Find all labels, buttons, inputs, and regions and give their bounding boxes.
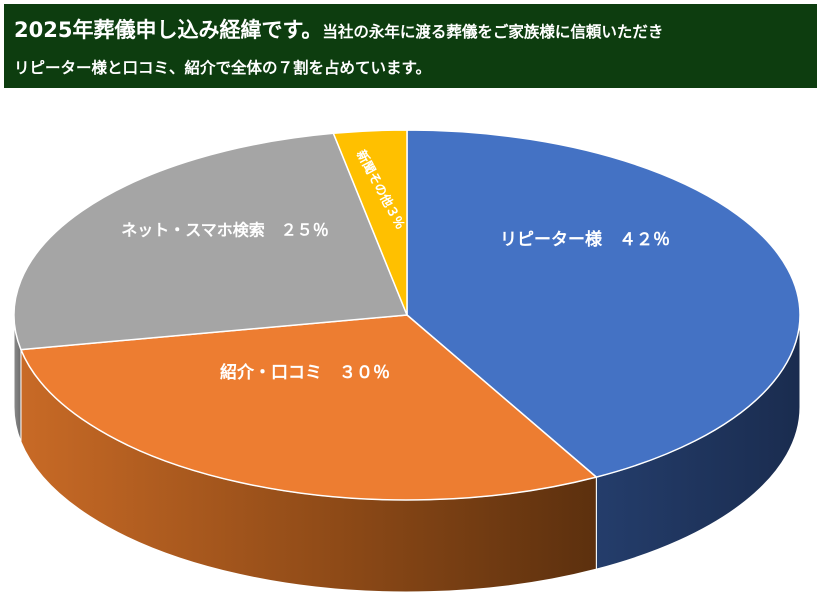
- subline-2: リピーター様と口コミ、紹介で全体の７割を占めています。: [14, 59, 431, 77]
- slice-label-repeater: リピーター様 ４２％: [500, 229, 670, 250]
- pie-slice-repeater: [406, 129, 801, 478]
- pie-tops: [13, 129, 801, 501]
- slice-label-internet: ネット・スマホ検索 ２５％: [121, 221, 329, 240]
- pie-slice-internet: [13, 132, 408, 351]
- pie-slice-referral: [20, 314, 598, 501]
- header-line-1: 2025年葬儀申し込み経緯です。当社の永年に渡る葬儀をご家族様に信頼いただき: [14, 14, 663, 44]
- header-banner: 2025年葬儀申し込み経緯です。当社の永年に渡る葬儀をご家族様に信頼いただき リ…: [4, 4, 817, 88]
- pie-slice-other: [332, 129, 408, 316]
- slice-label-referral: 紹介・口コミ ３０％: [220, 362, 390, 383]
- subline-1: 当社の永年に渡る葬儀をご家族様に信頼いただき: [322, 23, 664, 41]
- headline: 2025年葬儀申し込み経緯です。: [14, 18, 323, 42]
